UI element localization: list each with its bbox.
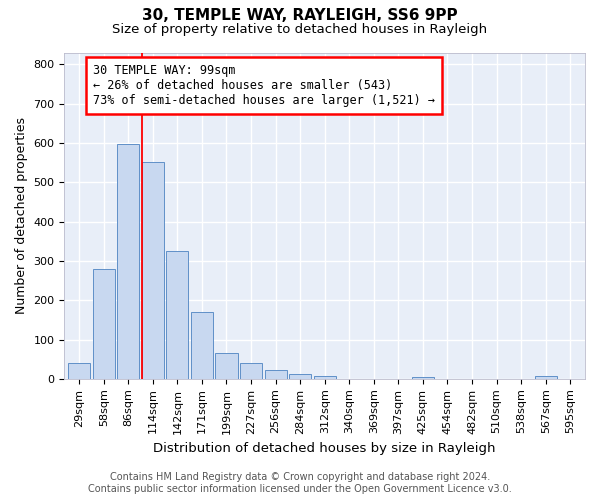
Text: Contains HM Land Registry data © Crown copyright and database right 2024.
Contai: Contains HM Land Registry data © Crown c… [88, 472, 512, 494]
Bar [117, 144, 139, 379]
Bar [215, 354, 238, 379]
X-axis label: Distribution of detached houses by size in Rayleigh: Distribution of detached houses by size … [154, 442, 496, 455]
Bar [191, 312, 213, 379]
Bar [92, 268, 115, 379]
Bar [289, 374, 311, 379]
Text: 30 TEMPLE WAY: 99sqm
← 26% of detached houses are smaller (543)
73% of semi-deta: 30 TEMPLE WAY: 99sqm ← 26% of detached h… [93, 64, 435, 107]
Y-axis label: Number of detached properties: Number of detached properties [15, 117, 28, 314]
Bar [412, 377, 434, 379]
Text: Size of property relative to detached houses in Rayleigh: Size of property relative to detached ho… [112, 22, 488, 36]
Bar [535, 376, 557, 379]
Bar [142, 162, 164, 379]
Bar [68, 363, 90, 379]
Bar [314, 376, 336, 379]
Text: 30, TEMPLE WAY, RAYLEIGH, SS6 9PP: 30, TEMPLE WAY, RAYLEIGH, SS6 9PP [142, 8, 458, 22]
Bar [240, 363, 262, 379]
Bar [166, 251, 188, 379]
Bar [265, 370, 287, 379]
